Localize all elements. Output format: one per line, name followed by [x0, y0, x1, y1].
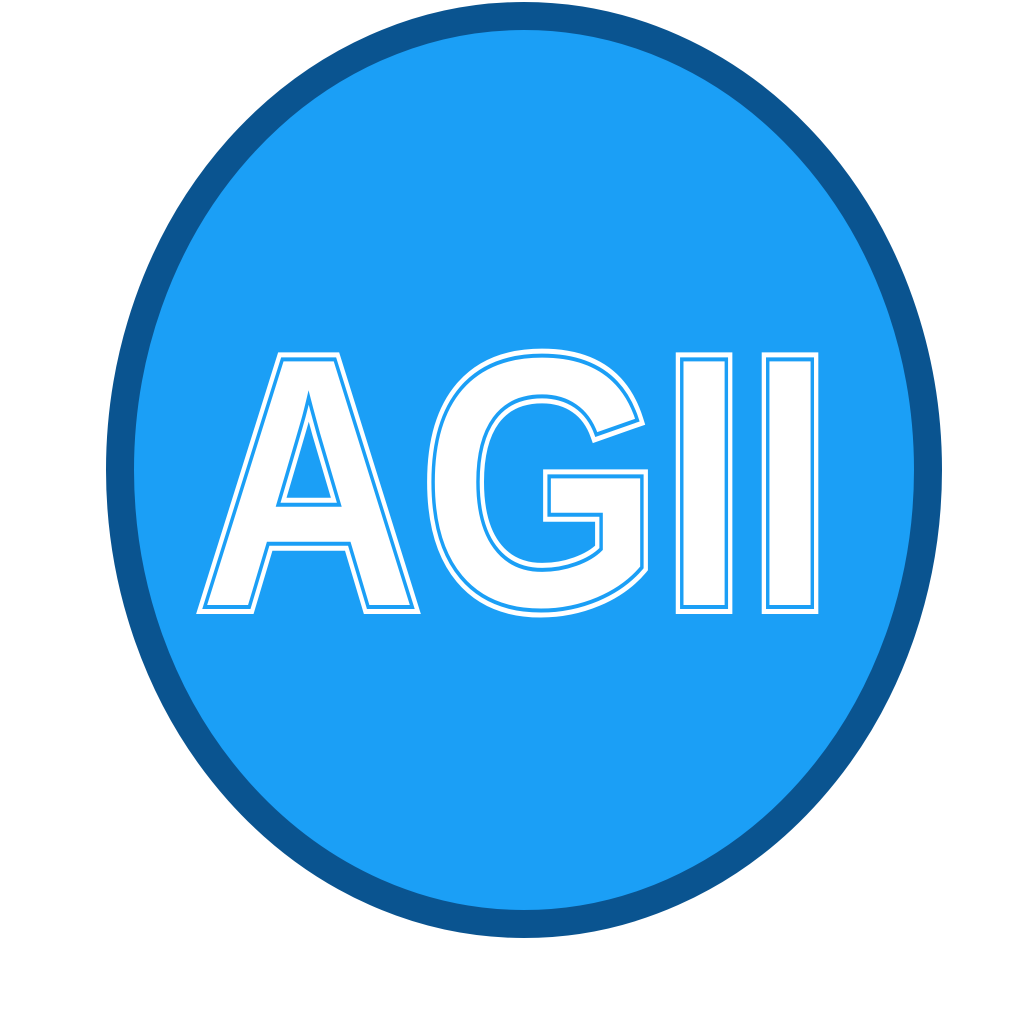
logo-text-inline: AGII: [197, 282, 833, 684]
logo-text: AGII: [197, 282, 833, 684]
logo-badge: [106, 2, 942, 938]
